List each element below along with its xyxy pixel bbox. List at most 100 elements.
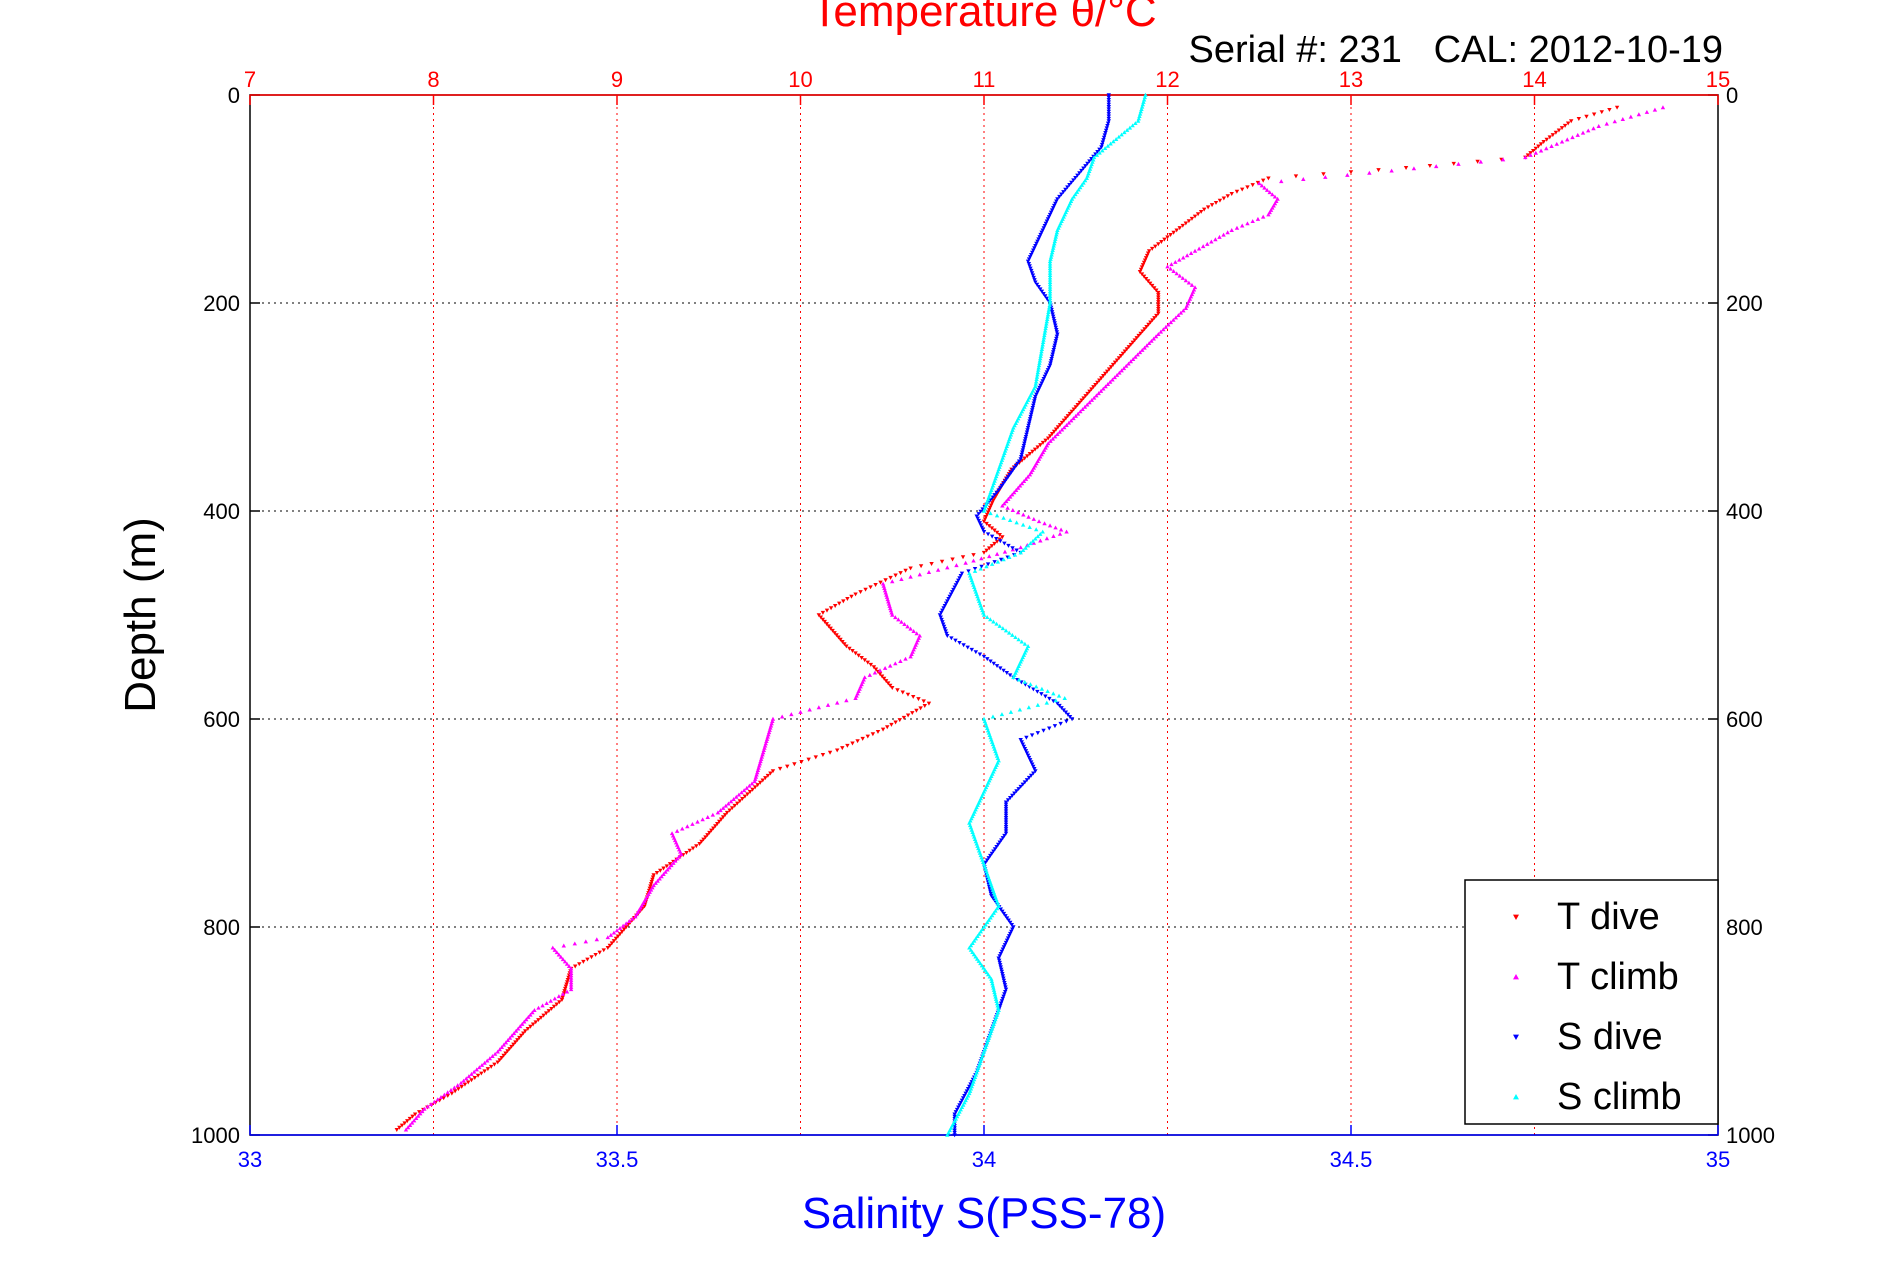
data-point [732,803,737,808]
data-point [1069,717,1075,722]
data-point [1101,386,1106,391]
data-point [1008,931,1013,936]
data-point [1055,228,1060,232]
data-point [1005,936,1011,941]
data-point [1069,409,1075,414]
data-point [768,771,773,776]
data-point [1025,753,1031,758]
data-point [1053,341,1058,346]
data-point [1565,137,1570,142]
data-point [905,713,911,718]
data-point [1007,518,1013,523]
data-point [1001,515,1006,520]
data-point [757,761,763,766]
data-point [1078,185,1083,190]
data-point [1073,405,1078,410]
data-point [937,613,943,618]
data-point [1022,679,1027,684]
data-point [971,558,976,563]
data-point [1028,252,1034,257]
data-point [1037,235,1042,240]
data-point [1165,235,1170,240]
data-point [1053,325,1059,330]
data-point [1038,538,1043,543]
data-point [1091,385,1096,390]
data-point [1026,423,1031,428]
data-point [445,1093,450,1098]
data-point [1036,367,1041,372]
data-point [1091,395,1097,400]
data-point [1006,918,1011,923]
data-point [1101,135,1107,140]
data-point [987,546,992,551]
data-point [627,919,632,923]
data-point [1250,183,1255,188]
data-point [989,979,995,983]
data-point [980,527,986,532]
data-point [1003,989,1008,994]
data-point [687,848,692,853]
data-point [1144,253,1150,258]
data-point [993,994,998,999]
data-point [998,951,1003,956]
data-point [1010,468,1016,473]
data-point [745,792,750,797]
data-point [999,483,1005,488]
data-point [1010,546,1015,551]
data-point [1556,128,1562,133]
data-point [832,603,838,608]
data-point [981,965,986,970]
data-point [1074,189,1080,194]
data-point [1213,237,1218,242]
data-point [1106,97,1111,102]
data-point [1078,409,1083,414]
data-point [1066,420,1072,425]
data-point [1142,327,1147,332]
data-point [813,755,818,760]
data-point [1001,668,1006,673]
data-point [1064,423,1069,427]
data-point [568,975,574,980]
data-point [1099,376,1104,381]
data-point [1018,784,1023,789]
data-point [1049,354,1055,359]
data-point [982,517,988,522]
data-point [410,1114,415,1119]
data-point [875,729,881,734]
data-point [1043,372,1049,377]
data-point [994,1001,1000,1006]
data-point [507,1035,513,1040]
data-point [1047,212,1053,217]
data-point [1073,413,1078,418]
data-point [1536,144,1541,149]
data-point [1028,266,1033,271]
data-point [1003,914,1008,919]
data-point [847,646,852,651]
data-point [497,1047,502,1052]
data-point [1026,705,1032,710]
data-point [961,1096,966,1101]
data-point [1014,789,1019,794]
data-point [479,1062,485,1067]
data-point [1168,233,1173,238]
right-tick-label: 0 [1726,83,1738,108]
data-point [1001,481,1006,486]
data-point [1033,244,1038,248]
top-tick-label: 12 [1155,67,1179,92]
data-point [1213,200,1219,205]
data-point [1021,512,1026,517]
data-point [1011,490,1017,495]
data-point [573,964,578,969]
data-point [1554,141,1559,146]
data-point [1158,329,1164,334]
data-point [1026,755,1032,760]
data-point [585,957,590,962]
data-point [1061,190,1066,195]
data-point [1106,109,1111,114]
data-point [522,1019,527,1024]
data-point [1077,171,1082,176]
data-point [1293,174,1299,179]
data-point [1544,137,1549,142]
right-tick-label: 600 [1726,707,1763,732]
data-point [505,1049,510,1054]
